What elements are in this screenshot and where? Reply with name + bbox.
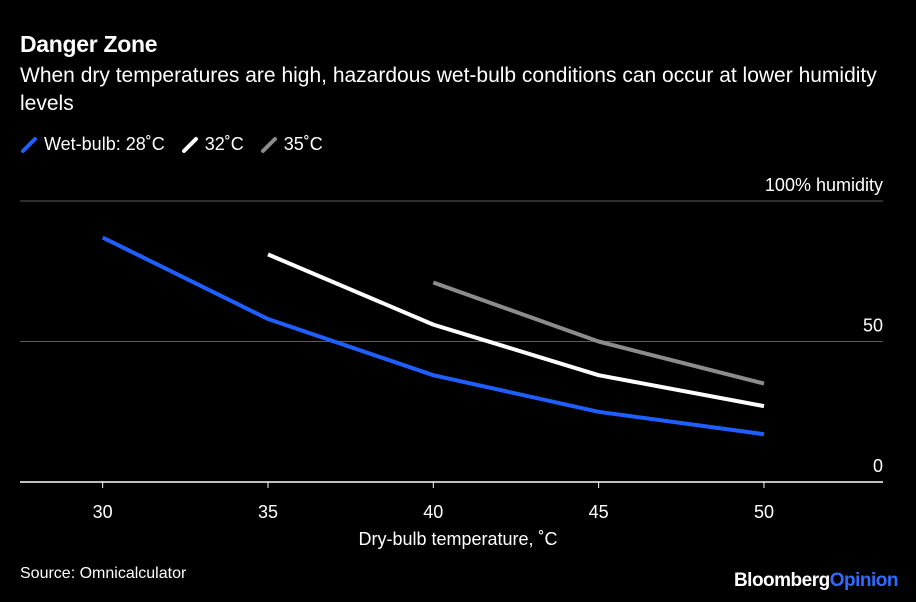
x-tick-label-50: 50 [754, 502, 774, 522]
x-tick-label-45: 45 [589, 502, 609, 522]
x-axis-label: Dry-bulb temperature, ˚C [358, 529, 557, 549]
legend-swatch-35-line [260, 136, 277, 153]
legend-swatch-28-line [21, 136, 37, 153]
y-tick-label-100: 100% humidity [765, 175, 883, 195]
source-note: Source: Omnicalculator [20, 565, 187, 582]
gridlines [20, 200, 883, 483]
series-line-28c [101, 235, 765, 437]
series-line-32c [267, 252, 765, 409]
x-tick-label-40: 40 [423, 502, 443, 522]
legend-item-35: 35˚C [260, 134, 323, 155]
x-tick-label-35: 35 [258, 502, 278, 522]
x-tick-label-30: 30 [93, 502, 113, 522]
legend-label-28: Wet-bulb: 28˚C [44, 134, 165, 154]
legend-item-28: Wet-bulb: 28˚C [20, 134, 165, 155]
brand-part1: Bloomberg [733, 570, 830, 591]
legend: Wet-bulb: 28˚C 32˚C 35˚C [20, 134, 339, 155]
legend-swatch-28 [21, 136, 37, 153]
legend-label-35: 35˚C [283, 134, 323, 154]
chart-subtitle: When dry temperatures are high, hazardou… [20, 64, 877, 115]
brand-part2: Opinion [829, 570, 899, 591]
legend-swatch-32-line [181, 136, 198, 153]
y-tick-label-0: 0 [873, 456, 883, 476]
brand-logo: BloombergOpinion [733, 570, 899, 592]
y-tick-label-50: 50 [863, 316, 883, 336]
y-tick-labels: 0 50 100% humidity [765, 175, 883, 476]
series-lines [101, 235, 765, 437]
series-line-35c [432, 280, 765, 386]
legend-swatch-32 [181, 136, 198, 153]
chart-title: Danger Zone [20, 31, 158, 57]
legend-swatch-35 [260, 136, 277, 153]
legend-item-32: 32˚C [181, 134, 244, 155]
legend-label-32: 32˚C [204, 134, 244, 154]
x-axis: 30 35 40 45 50 [93, 482, 774, 522]
